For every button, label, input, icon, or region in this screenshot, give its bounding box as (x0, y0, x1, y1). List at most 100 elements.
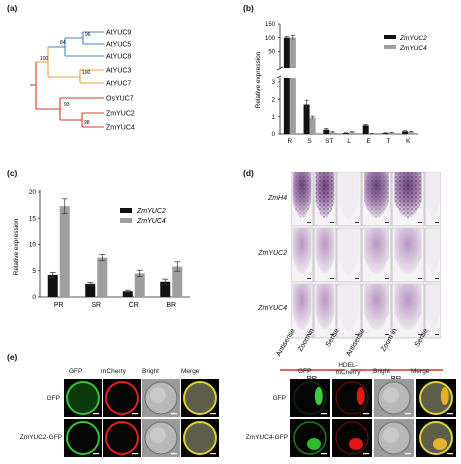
x-tick-label-br: BR (166, 302, 176, 309)
scale-bar (307, 222, 311, 223)
bar-zmyuc4-R (289, 78, 296, 134)
col-header-gfp-2: GFP (298, 368, 312, 375)
root-tip-zmyuc4-1 (315, 284, 335, 330)
y-tick-label: 3 (272, 80, 276, 86)
y-tick-label: 150 (265, 22, 276, 28)
scale-bar (93, 413, 99, 415)
col-label-zoom-in: Zoom in (297, 327, 316, 352)
taxon-label-zmyuc4: ZmYUC4 (106, 124, 135, 131)
bar-zmyuc4-R-upper (289, 37, 296, 68)
insitu-row-labels: ZmH4 ZmYUC2 ZmYUC4 (243, 183, 291, 361)
col-header-merge-2: Merge (411, 368, 430, 375)
confocal-right-headers: GFP HDEL- mCherry Bright Merge (290, 362, 460, 380)
scale-bar (447, 453, 453, 455)
scale-bar (330, 278, 334, 279)
root-tip-zmyuc4-4 (394, 284, 422, 330)
gfp-cell (293, 381, 327, 415)
panel-label-c: (c) (7, 168, 18, 178)
scale-bar (355, 222, 359, 223)
taxon-label-atyuc3: AtYUC3 (106, 67, 131, 74)
scale-bar (210, 453, 216, 455)
bootstrap-value: 84 (60, 40, 66, 46)
group-label-br: BR (391, 374, 402, 383)
root-tip-zmh4-2 (338, 172, 360, 218)
merge-patch (440, 387, 449, 405)
col-label-zoom-in: Zoom in (380, 327, 399, 352)
scale-bar (330, 334, 334, 335)
bootstrap-value: 100 (40, 56, 49, 62)
legend-swatch-zmyuc2 (120, 208, 132, 213)
root-tip-zmyuc4-3 (364, 284, 389, 330)
bar-zmyuc2-K (402, 131, 409, 134)
gfp-cell (293, 421, 327, 455)
bar-zmyuc4-ST (329, 132, 336, 134)
taxon-label-atyuc9: AtYUC9 (106, 29, 131, 36)
chart-b: 0 1 2 3 50 100 150 Relative expression R S ST L E T K Z… (255, 22, 427, 145)
bar-zmyuc4-S (309, 117, 316, 134)
y-tick-label: 5 (32, 268, 36, 275)
scale-bar (307, 278, 311, 279)
mcherry-patch (349, 438, 363, 450)
x-tick-label-st: ST (325, 138, 333, 145)
bar-zmyuc4-pr (59, 206, 70, 297)
bar-zmyuc2-pr (47, 274, 58, 297)
bright-inner (150, 427, 166, 443)
mcherry-patch (356, 387, 365, 405)
axis-break-gap (281, 68, 419, 77)
root-tip-zmyuc4-5 (426, 284, 440, 330)
col-header-hdel-mcherry: HDEL- mCherry (335, 362, 361, 376)
panel-label-a: (a) (7, 3, 18, 13)
mcherry-cell (105, 381, 139, 415)
phylogenetic-tree: AtYUC9 AtYUC5 AtYUC8 AtYUC3 AtYUC7 OsYUC7 ZmYU… (30, 29, 135, 131)
root-tip-zmyuc2-5 (426, 228, 440, 274)
y-tick-label: 15 (29, 215, 37, 222)
bar-zmyuc2-E (362, 125, 369, 134)
x-tick-label-l: L (347, 138, 351, 145)
scale-bar (418, 334, 422, 335)
confocal-left: GFP mCherry Bright Merge GFP ZmYUC2-GFP (0, 362, 222, 462)
y-tick-label: 1 (272, 115, 276, 121)
root-tip-zmyuc4-0 (292, 284, 312, 330)
legend-label-zmyuc2: ZmYUC2 (399, 35, 427, 42)
gfp-cell (66, 381, 100, 415)
insitu-column-labels: Antisense Zoom in Sense Antisense Zoom in Sen… (275, 327, 443, 383)
bar-zmyuc4-T (388, 132, 395, 134)
y-tick-label: 2 (272, 98, 276, 104)
x-tick-label-r: R (288, 138, 293, 145)
col-header-gfp: GFP (69, 368, 83, 375)
scale-bar (385, 334, 389, 335)
row-label-zmyuc4: ZmYUC4 (258, 305, 287, 312)
x-tick-label-t: T (386, 138, 390, 145)
scale-bar (132, 413, 138, 415)
x-tick-label-k: K (406, 138, 411, 145)
col-header-mcherry: mCherry (101, 368, 126, 375)
scale-bar (171, 453, 177, 455)
root-tip-zmyuc2-0 (292, 228, 312, 274)
merge-cell (183, 381, 217, 415)
insitu-image-grid (291, 172, 441, 339)
bar-zmyuc2-L (343, 133, 349, 134)
row-label-gfp: GFP (46, 395, 60, 402)
y-tick-label: 20 (29, 189, 37, 196)
scale-bar (171, 413, 177, 415)
panel-label-d: (d) (243, 168, 254, 178)
merge-cell (183, 421, 217, 455)
scale-bar (435, 278, 439, 279)
row-label-zmh4: ZmH4 (267, 195, 287, 202)
axis-break-1 (276, 66, 284, 71)
legend-label-zmyuc4: ZmYUC4 (136, 218, 166, 225)
bright-inner (383, 427, 399, 443)
y-tick-label: 0 (272, 132, 276, 138)
col-label-sense: Sense (325, 327, 341, 348)
x-tick-label-sr: SR (91, 302, 101, 309)
bar-zmyuc2-S (303, 104, 310, 134)
confocal-tile-0-red (103, 379, 141, 417)
scale-bar (355, 278, 359, 279)
row-label-zmyuc4-gfp: ZmYUC4-GFP (245, 434, 288, 441)
bar-zmyuc4-K (408, 131, 415, 134)
bar-zmyuc4-sr (97, 257, 108, 297)
mcherry-cell (335, 381, 369, 415)
stain-speckle (394, 172, 422, 218)
root-tip-zmh4-5 (426, 172, 440, 218)
taxon-label-zmyuc2: ZmYUC2 (106, 110, 135, 117)
